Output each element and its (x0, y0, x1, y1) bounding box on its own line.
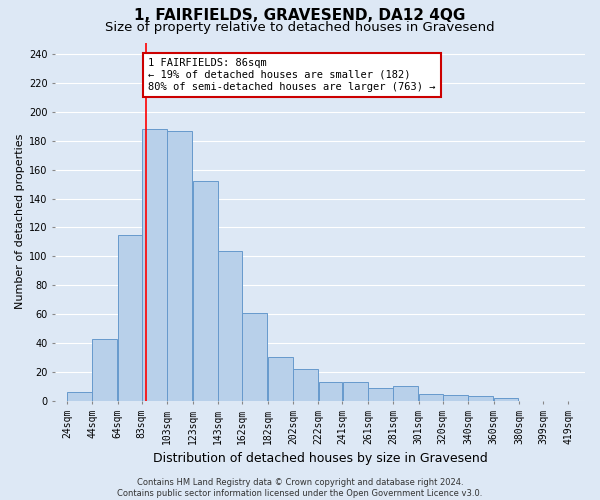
Bar (92, 338, 118, 401)
Text: 1 FAIRFIELDS: 86sqm
← 19% of detached houses are smaller (182)
80% of semi-detac: 1 FAIRFIELDS: 86sqm ← 19% of detached ho… (148, 58, 436, 92)
X-axis label: Distribution of detached houses by size in Gravesend: Distribution of detached houses by size … (153, 452, 488, 465)
Bar (242, 312, 268, 401)
Text: Contains HM Land Registry data © Crown copyright and database right 2024.
Contai: Contains HM Land Registry data © Crown c… (118, 478, 482, 498)
Bar (319, 382, 342, 401)
Bar (469, 396, 493, 401)
Bar (167, 130, 193, 401)
Bar (343, 382, 368, 401)
Bar (67, 392, 92, 401)
Bar (368, 388, 393, 401)
Bar (443, 395, 468, 401)
Bar (118, 234, 142, 401)
Y-axis label: Number of detached properties: Number of detached properties (15, 134, 25, 310)
Text: Size of property relative to detached houses in Gravesend: Size of property relative to detached ho… (105, 21, 495, 34)
Bar (193, 181, 218, 401)
Bar (142, 129, 167, 401)
Bar (268, 358, 293, 401)
Bar (419, 394, 443, 401)
Text: 1, FAIRFIELDS, GRAVESEND, DA12 4QG: 1, FAIRFIELDS, GRAVESEND, DA12 4QG (134, 8, 466, 22)
Bar (394, 386, 418, 401)
Bar (293, 369, 318, 401)
Bar (494, 398, 518, 401)
Bar (218, 250, 242, 401)
